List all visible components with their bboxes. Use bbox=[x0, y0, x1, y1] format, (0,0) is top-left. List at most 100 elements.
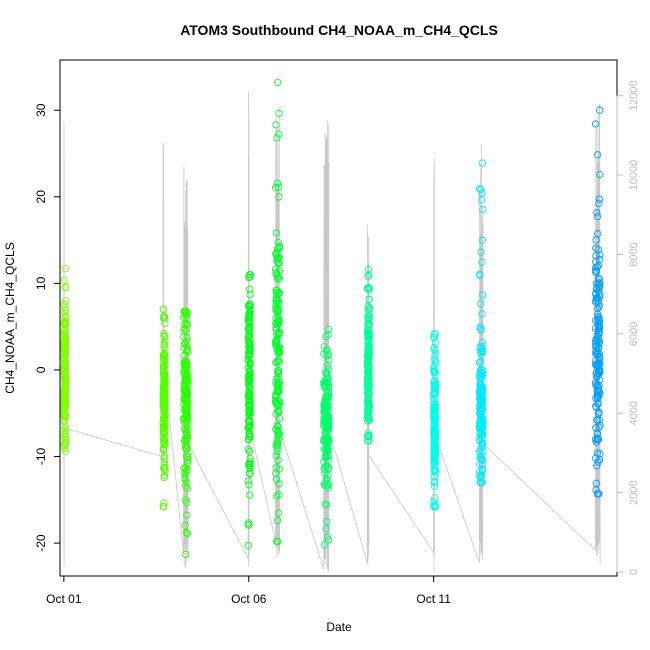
data-point bbox=[159, 305, 167, 313]
data-point bbox=[591, 264, 600, 272]
data-point bbox=[476, 404, 484, 412]
data-point bbox=[61, 383, 70, 391]
data-point bbox=[272, 184, 280, 192]
data-point bbox=[160, 499, 168, 507]
data-point bbox=[431, 348, 440, 356]
data-point bbox=[594, 333, 603, 341]
data-point bbox=[364, 386, 372, 394]
data-point bbox=[183, 414, 191, 423]
data-point bbox=[595, 303, 603, 311]
data-point bbox=[593, 380, 601, 388]
data-point bbox=[183, 409, 191, 417]
data-point bbox=[272, 475, 281, 483]
data-point bbox=[245, 416, 253, 425]
data-point bbox=[273, 422, 281, 430]
data-point bbox=[591, 120, 600, 128]
data-point bbox=[430, 438, 439, 446]
altitude-trace-8 bbox=[368, 158, 435, 572]
data-point bbox=[431, 424, 440, 432]
data-point bbox=[595, 354, 604, 362]
data-point bbox=[160, 424, 168, 432]
data-point bbox=[596, 106, 604, 114]
data-point bbox=[273, 255, 282, 263]
x-tick-label: Oct 01 bbox=[46, 592, 82, 606]
data-point bbox=[246, 408, 254, 417]
data-point bbox=[430, 416, 439, 425]
data-point bbox=[60, 329, 68, 338]
y-tick-label: 30 bbox=[34, 103, 48, 117]
data-point bbox=[245, 432, 253, 441]
data-point bbox=[181, 374, 189, 382]
data-point bbox=[477, 407, 485, 416]
data-point bbox=[430, 346, 438, 354]
data-point bbox=[364, 370, 372, 379]
data-point bbox=[245, 357, 253, 365]
data-point bbox=[160, 452, 168, 460]
data-point bbox=[477, 248, 485, 256]
data-point bbox=[430, 343, 438, 352]
data-point bbox=[160, 436, 169, 444]
data-point bbox=[478, 460, 486, 468]
flight-points-2017-10-11 bbox=[429, 329, 440, 511]
data-point bbox=[478, 347, 486, 355]
data-point bbox=[274, 329, 283, 337]
data-point bbox=[244, 314, 253, 322]
data-point bbox=[273, 134, 281, 142]
data-point bbox=[183, 431, 192, 439]
data-point bbox=[477, 474, 485, 482]
data-point bbox=[244, 542, 252, 550]
data-point bbox=[60, 369, 68, 377]
data-point bbox=[479, 385, 487, 393]
data-point bbox=[476, 299, 485, 308]
data-point bbox=[596, 170, 604, 179]
data-point bbox=[431, 420, 439, 429]
data-point bbox=[245, 381, 253, 389]
data-point bbox=[272, 452, 280, 460]
data-point bbox=[592, 486, 600, 494]
data-point bbox=[429, 497, 438, 506]
data-point bbox=[475, 270, 484, 278]
data-point bbox=[365, 405, 373, 413]
data-point bbox=[477, 326, 485, 334]
data-point bbox=[62, 398, 70, 406]
data-point bbox=[431, 411, 439, 420]
data-point bbox=[245, 388, 253, 396]
data-point bbox=[321, 383, 329, 392]
data-point bbox=[61, 283, 70, 291]
data-point bbox=[160, 340, 168, 348]
data-point bbox=[430, 333, 439, 342]
data-point bbox=[364, 265, 373, 274]
data-point bbox=[244, 435, 253, 443]
data-point bbox=[245, 377, 253, 385]
data-point bbox=[160, 473, 168, 482]
data-point bbox=[365, 286, 373, 294]
data-point bbox=[246, 273, 254, 281]
data-point bbox=[431, 401, 439, 409]
data-point bbox=[245, 312, 254, 320]
data-point bbox=[593, 449, 602, 457]
data-point bbox=[60, 359, 69, 367]
y2-tick-label: 0 bbox=[628, 569, 640, 575]
data-point bbox=[61, 303, 69, 311]
data-point bbox=[245, 352, 253, 360]
data-point bbox=[430, 459, 438, 468]
data-point bbox=[244, 372, 253, 380]
data-point bbox=[430, 463, 438, 471]
data-point bbox=[364, 319, 372, 327]
data-point bbox=[431, 428, 439, 436]
data-point bbox=[245, 371, 253, 380]
data-point bbox=[60, 339, 68, 347]
data-point bbox=[275, 267, 284, 275]
y-tick-label: -20 bbox=[34, 534, 48, 552]
data-point bbox=[595, 324, 603, 332]
flight-points-2017-10-04 bbox=[180, 307, 192, 559]
data-point bbox=[477, 357, 485, 365]
data-point bbox=[275, 193, 283, 201]
data-point bbox=[478, 431, 487, 439]
data-point bbox=[245, 401, 253, 409]
data-point bbox=[183, 450, 191, 458]
data-point bbox=[431, 405, 439, 414]
data-point bbox=[320, 342, 328, 351]
data-point bbox=[593, 372, 601, 380]
